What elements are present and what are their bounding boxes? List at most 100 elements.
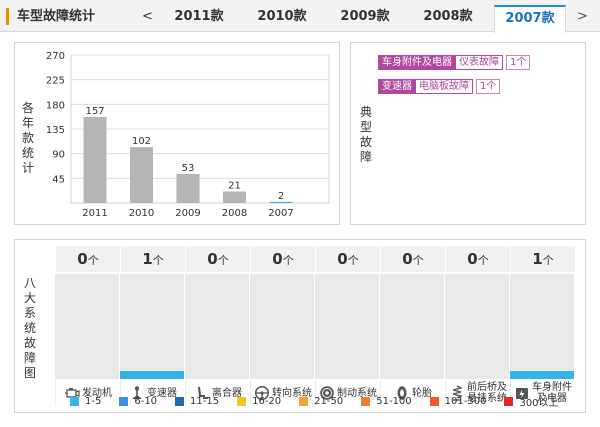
system-name-steering[interactable]: 转向系统: [250, 380, 315, 406]
label-char: 型: [359, 120, 372, 134]
system-name-engine[interactable]: 发动机: [55, 380, 120, 406]
fault-item[interactable]: 变速器 电脑板故障 1个: [378, 79, 501, 94]
steering-wheel-icon: [254, 385, 270, 401]
label-line: 悬挂系统: [467, 393, 507, 404]
system-count: 0个: [250, 246, 315, 272]
legend-label: 1-5: [85, 396, 102, 407]
legend-item: 21-50: [299, 394, 343, 409]
legend-item: 1-5: [70, 394, 101, 409]
y-tick-label: 135: [46, 125, 65, 136]
tab-2010[interactable]: 2010款: [257, 9, 307, 24]
label-char: 图: [23, 366, 36, 380]
fault-count: 1个: [506, 55, 531, 70]
bar-value-label: 102: [132, 136, 151, 147]
system-column-body-electrical[interactable]: 1个: [510, 246, 575, 380]
tab-2009[interactable]: 2009款: [340, 9, 390, 24]
count-number: 0: [77, 250, 88, 268]
fault-category: 车身附件及电器: [378, 55, 456, 70]
count-number: 0: [402, 250, 413, 268]
system-name-brakes[interactable]: 制动系统: [315, 380, 380, 406]
count-number: 0: [207, 250, 218, 268]
x-tick-label: 2011: [82, 208, 107, 219]
bar: [83, 116, 107, 203]
system-count: 0个: [445, 246, 510, 272]
system-name-body-electrical[interactable]: 车身附件 及电器: [510, 380, 575, 406]
bar: [269, 201, 293, 203]
system-name-tires[interactable]: 轮胎: [380, 380, 445, 406]
count-unit: 个: [152, 254, 164, 267]
count-unit: 个: [217, 254, 229, 267]
label-char: 八: [23, 276, 36, 290]
system-name-label: 发动机: [82, 387, 112, 399]
legend-label: 300以上: [519, 398, 559, 409]
car-electrical-icon: [516, 388, 528, 399]
system-bar-area: [445, 274, 509, 379]
tab-2008[interactable]: 2008款: [423, 9, 473, 24]
y-tick-label: 270: [46, 51, 65, 62]
fault-count: 1个: [476, 79, 501, 94]
fault-name[interactable]: 电脑板故障: [416, 79, 473, 94]
x-tick-label: 2009: [175, 208, 200, 219]
count-unit: 个: [282, 254, 294, 267]
fault-name[interactable]: 仪表故障: [456, 55, 503, 70]
system-bar-area: [380, 274, 444, 379]
system-name-label: 变速器: [147, 387, 177, 399]
system-column-tires[interactable]: 0个: [380, 246, 445, 380]
system-name-clutch[interactable]: 离合器: [185, 380, 250, 406]
legend-swatch: [70, 397, 79, 406]
legend-item: 16-20: [237, 394, 281, 409]
system-column-steering[interactable]: 0个: [250, 246, 315, 380]
legend-item: 101-300: [429, 394, 486, 409]
system-name-label: 转向系统: [272, 387, 312, 399]
system-column-brakes[interactable]: 0个: [315, 246, 380, 380]
bar-value-label: 21: [228, 180, 241, 191]
system-name-transmission[interactable]: 变速器: [120, 380, 185, 406]
gear-shift-icon: [132, 386, 142, 399]
label-char: 故: [359, 135, 372, 149]
count-unit: 个: [412, 254, 424, 267]
legend-item: 51-100: [361, 394, 412, 409]
system-name-suspension[interactable]: 前后桥及 悬挂系统: [445, 380, 510, 406]
system-column-suspension[interactable]: 0个: [445, 246, 510, 380]
y-tick-label: 225: [46, 76, 65, 87]
legend-label: 6-10: [134, 396, 158, 407]
system-count: 0个: [55, 246, 120, 272]
system-column-clutch[interactable]: 0个: [185, 246, 250, 380]
system-bar-area: [315, 274, 379, 379]
y-tick-label: 45: [52, 174, 65, 185]
system-bar-area: [55, 274, 119, 379]
legend-swatch: [237, 397, 247, 406]
legend-label: 11-15: [190, 396, 220, 407]
system-bar: [510, 371, 574, 379]
legend-swatch: [299, 397, 309, 406]
typical-faults-label: 典 型 故 障: [359, 105, 373, 165]
legend-swatch: [361, 397, 371, 406]
count-number: 1: [532, 250, 543, 268]
tab-2007[interactable]: 2007款: [494, 5, 566, 33]
bar: [223, 191, 246, 203]
x-tick-label: 2007: [268, 208, 293, 219]
label-char: 大: [23, 291, 36, 305]
bar: [176, 173, 200, 203]
label-line: 前后桥及: [467, 382, 507, 393]
tabs-prev-button[interactable]: <: [142, 9, 153, 24]
tab-2011[interactable]: 2011款: [174, 9, 224, 24]
system-name-label: 前后桥及 悬挂系统: [467, 382, 507, 404]
tabs-next-button[interactable]: >: [577, 9, 588, 24]
bar-value-label: 157: [85, 106, 104, 117]
system-column-transmission[interactable]: 1个: [120, 246, 185, 380]
fault-item[interactable]: 车身附件及电器 仪表故障 1个: [378, 55, 531, 70]
count-unit: 个: [347, 254, 359, 267]
legend-label: 16-20: [252, 396, 282, 407]
legend-swatch: [429, 397, 439, 406]
system-column-engine[interactable]: 0个: [55, 246, 120, 380]
system-count: 0个: [380, 246, 445, 272]
x-tick-label: 2010: [129, 208, 154, 219]
legend-item: 300以上: [504, 394, 559, 409]
label-char: 计: [21, 161, 34, 175]
header-bar: 车型故障统计 < 2011款 2010款 2009款 2008款 2007款 >: [0, 0, 600, 33]
count-number: 0: [337, 250, 348, 268]
legend-item: 11-15: [175, 394, 219, 409]
system-count: 0个: [185, 246, 250, 272]
brake-disc-icon: [320, 386, 334, 400]
